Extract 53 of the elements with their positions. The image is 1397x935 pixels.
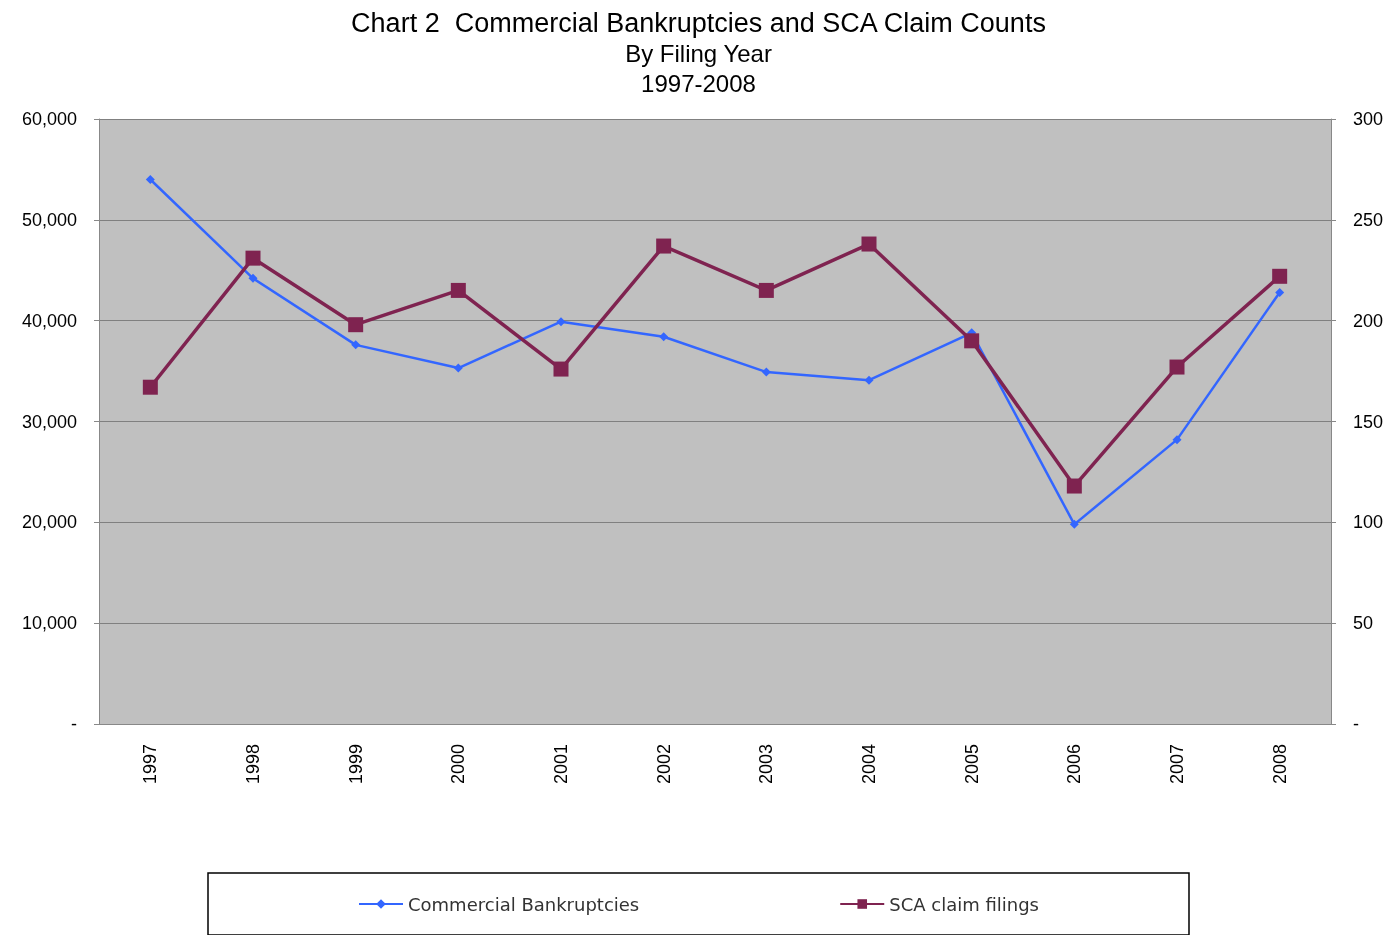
- point: [1169, 359, 1185, 375]
- point: [245, 250, 261, 266]
- x-tick-label: 2007: [1167, 744, 1187, 785]
- y2-tick-label: 150: [1353, 411, 1384, 432]
- y2-tick-label: -: [1353, 714, 1359, 734]
- x-tick-label: 1997: [140, 744, 161, 785]
- point: [145, 175, 155, 184]
- y2-tick-label: 50: [1353, 613, 1374, 634]
- point: [351, 340, 361, 350]
- point: [450, 282, 466, 298]
- y-tick-label: -: [71, 714, 77, 734]
- y-tick-label: 40,000: [21, 310, 77, 331]
- x-tick-label: 2000: [448, 744, 469, 785]
- y2-tick-label: 300: [1353, 109, 1384, 129]
- x-tick-label: 2001: [551, 744, 571, 785]
- point: [1069, 519, 1079, 529]
- x-tick-label: 2003: [756, 744, 777, 785]
- x-tick-label: 2005: [961, 744, 982, 785]
- point: [556, 317, 566, 327]
- x-tick-label: 2004: [859, 744, 879, 785]
- point: [553, 361, 569, 377]
- y2-tick-label: 200: [1353, 310, 1384, 331]
- y2-tick-label: 250: [1353, 209, 1384, 230]
- y-tick-label: 10,000: [21, 613, 77, 634]
- y-tick-label: 60,000: [21, 109, 77, 129]
- point: [861, 236, 877, 252]
- point: [1172, 435, 1182, 445]
- x-tick-label: 2002: [653, 744, 674, 785]
- legend-label: SCA claim filings: [889, 893, 1039, 915]
- x-tick-label: 1998: [243, 744, 263, 785]
- point: [758, 282, 774, 298]
- x-tick-label: 2008: [1269, 744, 1290, 785]
- y-tick-label: 30,000: [21, 411, 77, 432]
- point: [453, 363, 463, 373]
- chart-title: Chart 2 Commercial Bankruptcies and SCA Claim Counts: [351, 7, 1046, 38]
- legend-label: Commercial Bankruptcies: [408, 893, 640, 915]
- point: [659, 332, 669, 342]
- point: [1275, 287, 1285, 297]
- point: [1066, 478, 1082, 494]
- point: [248, 273, 258, 283]
- point: [656, 238, 672, 254]
- point: [348, 317, 364, 333]
- y2-tick-label: 100: [1353, 512, 1384, 533]
- x-tick-label: 2006: [1064, 744, 1085, 785]
- point: [964, 333, 980, 349]
- y-tick-label: 50,000: [21, 209, 77, 230]
- point: [142, 379, 158, 395]
- point: [1272, 268, 1288, 284]
- chart-subtitle: By Filing Year 1997-2008: [625, 39, 772, 97]
- point: [761, 367, 771, 377]
- x-tick-label: 1999: [345, 744, 366, 785]
- y-tick-label: 20,000: [21, 512, 77, 533]
- point: [864, 375, 874, 385]
